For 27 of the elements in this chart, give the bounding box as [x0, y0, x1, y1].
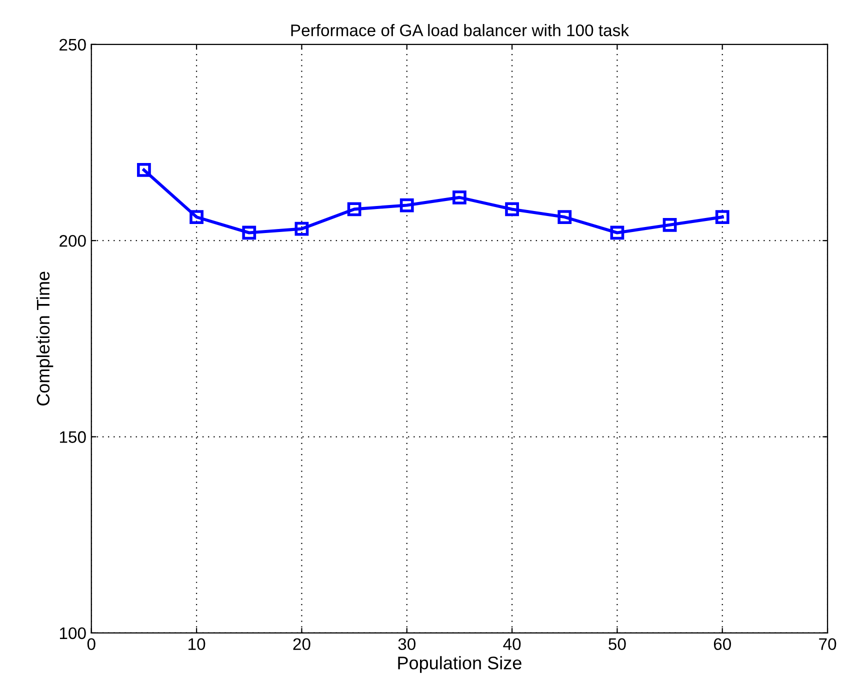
x-tick-label: 50: [608, 638, 626, 650]
y-tick-label: 250: [60, 38, 86, 51]
point: [242, 226, 256, 240]
point: [662, 218, 677, 232]
x-tick-label: 30: [398, 638, 416, 650]
point: [347, 202, 362, 216]
point: [190, 210, 204, 224]
y-tick-label: 100: [60, 627, 86, 640]
point: [558, 210, 572, 224]
point: [505, 202, 519, 216]
point: [610, 226, 624, 240]
point: [294, 222, 309, 236]
x-tick-label: 0: [87, 638, 96, 650]
y-tick-label: 150: [60, 431, 86, 443]
x-tick-label: 10: [188, 638, 206, 650]
point: [452, 190, 466, 204]
x-tick-label: 70: [819, 638, 836, 650]
x-tick-label: 20: [293, 638, 310, 650]
chart-title: Performace of GA load balancer with 100 task: [291, 24, 630, 36]
x-tick-label: 40: [503, 638, 521, 650]
point: [715, 210, 730, 224]
point: [400, 198, 414, 212]
x-axis-title: Population Size: [398, 656, 522, 673]
x-tick-label: 60: [714, 638, 731, 650]
point: [137, 163, 151, 177]
y-tick-label: 200: [60, 234, 86, 247]
y-axis-title: Completion Time: [36, 272, 54, 406]
